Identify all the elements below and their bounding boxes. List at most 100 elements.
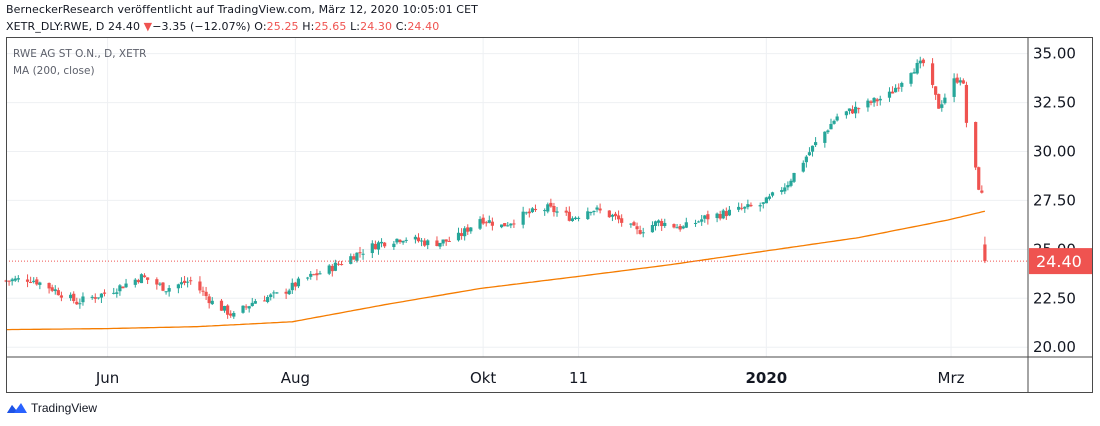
candle	[509, 223, 513, 229]
candle	[586, 207, 590, 221]
high-label: H:	[302, 20, 315, 33]
candle	[247, 305, 251, 313]
candle	[872, 97, 876, 107]
candle	[253, 298, 257, 304]
candle	[32, 277, 36, 284]
candle	[977, 166, 981, 191]
candle	[780, 187, 784, 195]
candle	[176, 283, 180, 294]
candle	[715, 212, 719, 223]
candle	[961, 78, 965, 84]
candle	[124, 278, 128, 289]
candle	[139, 273, 144, 284]
candle	[336, 261, 341, 266]
publish-info: BerneckerResearch veröffentlicht auf Tra…	[6, 3, 478, 16]
candle	[463, 226, 467, 241]
candle	[232, 311, 236, 319]
candle	[844, 110, 848, 119]
candle	[955, 73, 959, 84]
candle	[943, 93, 947, 105]
ma-legend[interactable]: MA (200, close)	[13, 65, 95, 77]
x-tick-label: Jun	[95, 369, 119, 387]
candle	[918, 56, 922, 69]
candle	[912, 68, 916, 74]
candle	[312, 273, 316, 276]
candle	[142, 273, 147, 278]
candle	[456, 227, 461, 242]
last-price: 24.40	[108, 20, 141, 33]
candle	[244, 304, 248, 310]
candle	[481, 214, 485, 225]
candle	[118, 284, 122, 296]
candle	[182, 275, 187, 286]
candle	[894, 84, 898, 93]
candle	[426, 239, 430, 250]
candle	[500, 224, 504, 229]
candle	[447, 236, 451, 242]
instrument-legend[interactable]: RWE AG ST O.N., D, XETR	[13, 48, 147, 60]
time-axis[interactable]: Jun Aug Okt 11 2020 Mrz	[6, 356, 1093, 387]
candle	[466, 224, 470, 235]
candle	[576, 216, 581, 222]
candle	[952, 73, 956, 103]
candle	[490, 217, 494, 231]
candle	[164, 291, 168, 295]
candle	[672, 223, 676, 229]
candle	[395, 238, 399, 245]
candle	[786, 181, 790, 191]
candle	[854, 101, 858, 119]
candle	[503, 222, 507, 227]
candle	[980, 185, 984, 194]
brand-name: TradingView	[31, 401, 98, 415]
candle	[10, 277, 14, 286]
candle	[835, 113, 839, 122]
candle	[102, 289, 107, 297]
candle	[789, 178, 793, 188]
candle	[161, 282, 165, 292]
candle	[7, 280, 11, 286]
candle	[296, 276, 301, 289]
chart-frame	[6, 37, 1093, 393]
candle	[530, 207, 534, 214]
candle	[983, 236, 987, 264]
tradingview-logo-icon	[7, 403, 27, 413]
candle	[413, 234, 418, 244]
candle	[25, 274, 30, 288]
candle	[829, 118, 833, 130]
candle	[112, 287, 116, 295]
candle	[423, 238, 427, 247]
candle	[198, 276, 202, 294]
candle	[706, 210, 710, 225]
ohlc-status-line: XETR_DLY:RWE, D 24.40 ▼−3.35 (−12.07%) O…	[6, 20, 439, 33]
candle	[99, 293, 104, 304]
candle	[333, 259, 337, 272]
low-label: L:	[350, 20, 361, 33]
candle	[761, 202, 765, 209]
candle	[287, 288, 291, 295]
candle	[635, 222, 639, 235]
candle	[758, 202, 762, 212]
candle	[616, 210, 621, 224]
candle	[527, 208, 531, 218]
candle	[81, 292, 85, 306]
candle	[921, 58, 925, 67]
tradingview-brand[interactable]: TradingView	[6, 401, 97, 415]
candle	[900, 81, 904, 92]
candle	[681, 225, 685, 230]
candle	[632, 220, 636, 226]
candle	[459, 228, 464, 240]
candle	[309, 270, 313, 280]
candle	[804, 155, 808, 168]
candles	[4, 56, 987, 319]
candle	[438, 242, 442, 250]
candle	[533, 204, 538, 212]
candle	[737, 202, 741, 213]
candle	[613, 211, 618, 220]
candle	[937, 93, 941, 109]
candle	[638, 225, 642, 235]
candle	[521, 206, 525, 229]
x-tick-label: 11	[569, 369, 588, 387]
candle	[419, 237, 424, 247]
